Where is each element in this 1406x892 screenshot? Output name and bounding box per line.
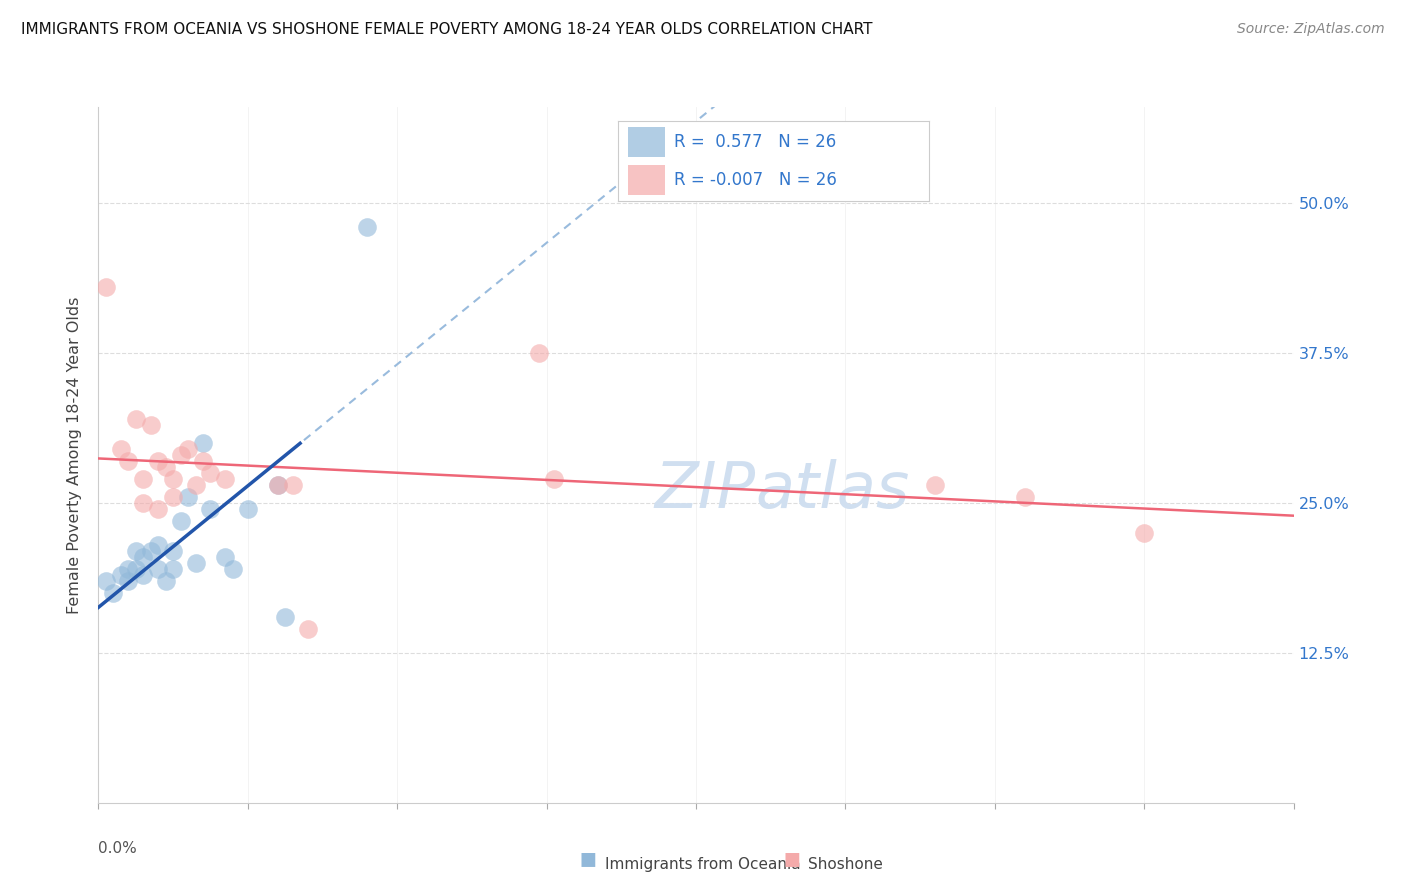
Point xyxy=(117,574,139,588)
Point xyxy=(117,562,139,576)
Point xyxy=(200,466,222,480)
Point xyxy=(267,478,290,492)
Point xyxy=(543,472,565,486)
Point xyxy=(281,478,304,492)
Point xyxy=(125,412,148,426)
Point xyxy=(94,280,117,294)
Point xyxy=(924,478,946,492)
Point xyxy=(200,502,222,516)
Text: Immigrants from Oceania: Immigrants from Oceania xyxy=(605,857,800,872)
Point xyxy=(148,538,170,552)
Point xyxy=(148,502,170,516)
Text: ▪: ▪ xyxy=(579,845,598,872)
Point xyxy=(177,442,200,456)
Point xyxy=(214,549,236,564)
Point xyxy=(297,622,319,636)
Point xyxy=(162,544,184,558)
Text: IMMIGRANTS FROM OCEANIA VS SHOSHONE FEMALE POVERTY AMONG 18-24 YEAR OLDS CORRELA: IMMIGRANTS FROM OCEANIA VS SHOSHONE FEMA… xyxy=(21,22,873,37)
Point xyxy=(184,556,207,570)
Point xyxy=(162,562,184,576)
Text: ▪: ▪ xyxy=(783,845,801,872)
Point xyxy=(1014,490,1036,504)
Point xyxy=(132,567,155,582)
Point xyxy=(236,502,259,516)
Point xyxy=(169,448,191,462)
Text: Shoshone: Shoshone xyxy=(808,857,883,872)
Point xyxy=(132,549,155,564)
Point xyxy=(155,459,177,474)
Point xyxy=(103,586,125,600)
Point xyxy=(139,417,162,432)
Point xyxy=(1133,525,1156,540)
Point xyxy=(148,562,170,576)
Text: atlas: atlas xyxy=(756,458,910,521)
Point xyxy=(110,442,132,456)
Point xyxy=(222,562,245,576)
Text: R = -0.007   N = 26: R = -0.007 N = 26 xyxy=(675,171,837,189)
Point xyxy=(125,544,148,558)
Point xyxy=(184,478,207,492)
Point xyxy=(155,574,177,588)
Point xyxy=(356,219,378,234)
Point xyxy=(94,574,117,588)
Point xyxy=(162,490,184,504)
Point xyxy=(132,472,155,486)
Text: Source: ZipAtlas.com: Source: ZipAtlas.com xyxy=(1237,22,1385,37)
Bar xyxy=(627,165,665,195)
Point xyxy=(214,472,236,486)
Text: 0.0%: 0.0% xyxy=(98,841,138,856)
Y-axis label: Female Poverty Among 18-24 Year Olds: Female Poverty Among 18-24 Year Olds xyxy=(67,296,83,614)
Point xyxy=(132,496,155,510)
Point xyxy=(110,567,132,582)
Text: R =  0.577   N = 26: R = 0.577 N = 26 xyxy=(675,133,837,151)
Point xyxy=(162,472,184,486)
Point xyxy=(117,454,139,468)
Point xyxy=(177,490,200,504)
Point xyxy=(125,562,148,576)
Point xyxy=(139,544,162,558)
Point xyxy=(148,454,170,468)
Point xyxy=(191,436,214,450)
Point xyxy=(191,454,214,468)
Point xyxy=(274,610,297,624)
Bar xyxy=(627,127,665,157)
Point xyxy=(527,346,550,360)
Point xyxy=(169,514,191,528)
Point xyxy=(267,478,290,492)
Text: ZIP: ZIP xyxy=(655,458,756,521)
